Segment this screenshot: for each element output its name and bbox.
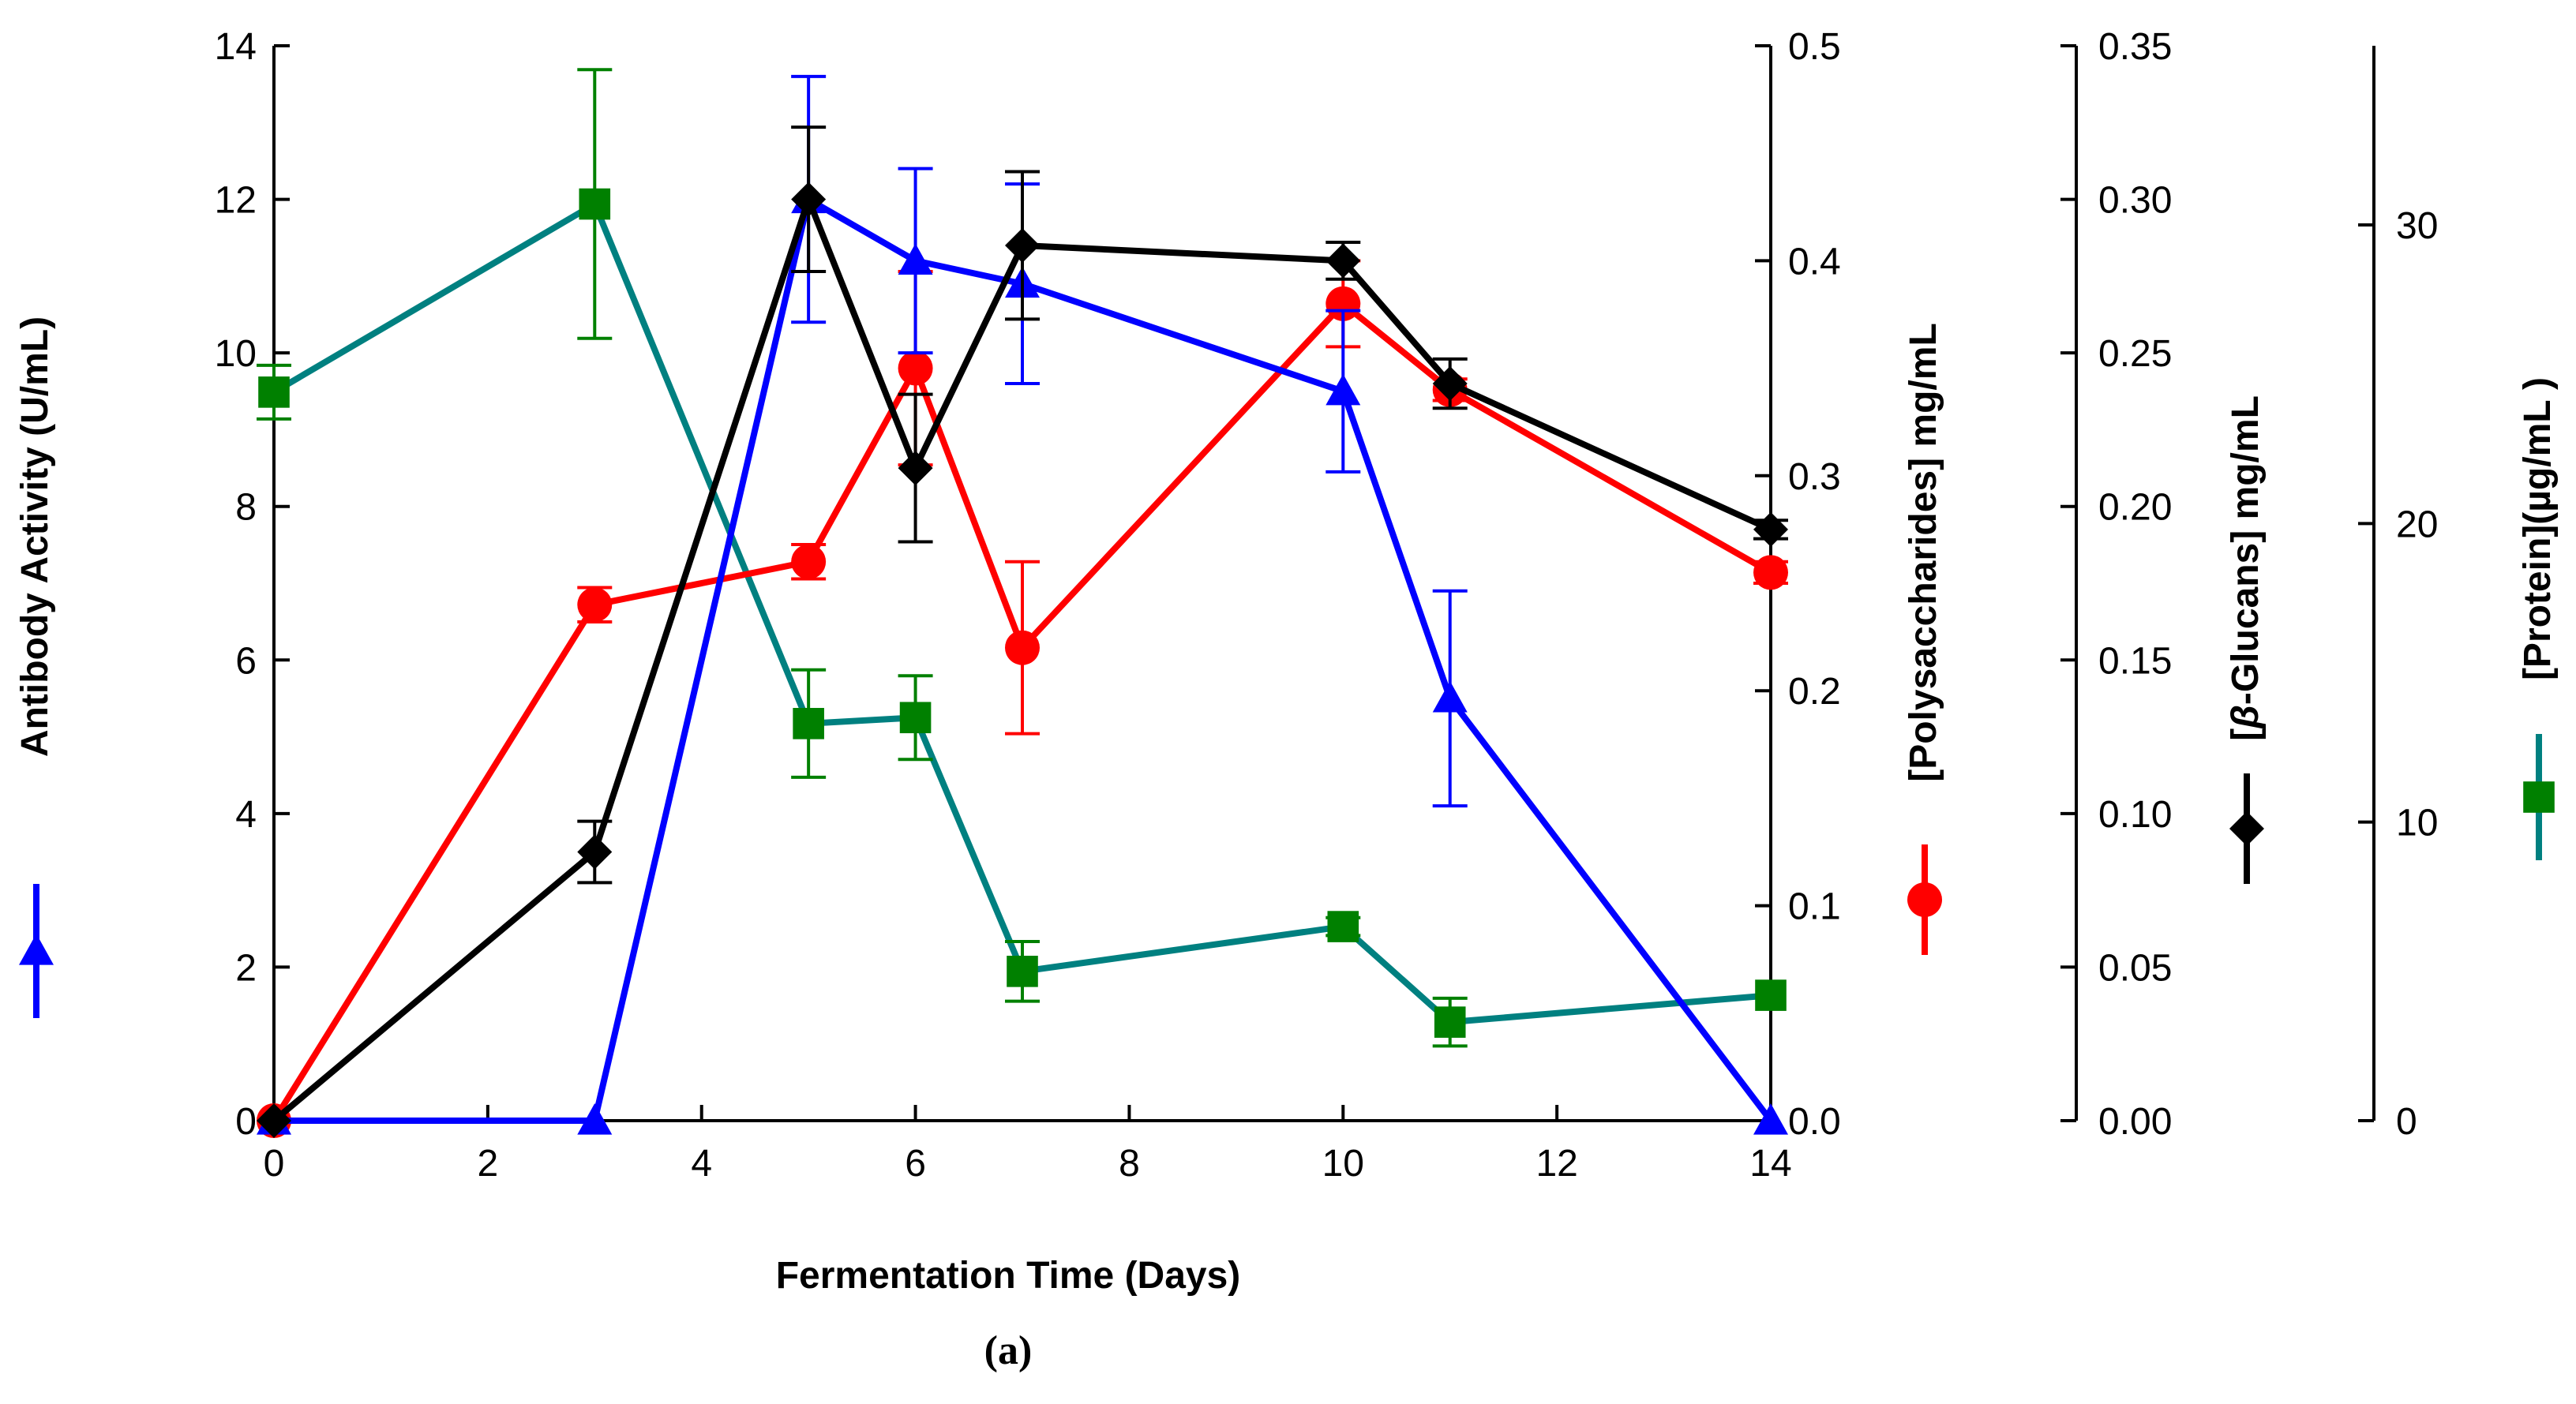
protein-axis-title: [Protein](µg/mL ): [2517, 377, 2559, 680]
glucan-tick-label: 0.00: [2098, 1101, 2172, 1143]
glucans-point: [898, 451, 933, 486]
axes-layer: 0 2 4 6 8 10 12 14024681012140.00.10.20.30.40.5…: [215, 26, 2439, 1185]
series-protein: [257, 68, 1787, 1048]
glucan-tick-label: 0.10: [2098, 794, 2172, 836]
polysaccharides-point: [898, 350, 933, 386]
x-tick-label: 10: [1322, 1143, 1364, 1185]
glucans-point: [577, 834, 613, 870]
glucans-line: [272, 196, 1772, 1124]
poly-legend-marker: [1907, 882, 1942, 917]
antibody-tick-label: 14: [215, 26, 257, 68]
x-tick-label: 2: [478, 1143, 499, 1185]
antibody-activity-point: [1325, 373, 1361, 406]
protein-tick-label: 20: [2396, 504, 2438, 545]
antibody-activity-point: [1432, 680, 1468, 713]
x-tick-label: 0: [264, 1143, 285, 1185]
glucan-axis-title-prefix: [: [2225, 728, 2267, 741]
polysaccharides-point: [791, 544, 827, 579]
series-polysaccharides: [257, 259, 1788, 1138]
antibody-tick-label: 6: [235, 640, 257, 682]
antibody-legend-marker: [19, 934, 54, 965]
glucan-tick-label: 0.20: [2098, 487, 2172, 529]
x-tick-label: 6: [905, 1143, 926, 1185]
glucan-tick-label: 0.35: [2098, 26, 2172, 68]
glucans-point: [1005, 227, 1040, 263]
poly-tick-label: 0.3: [1788, 456, 1841, 498]
x-tick-label: 14: [1749, 1143, 1791, 1185]
glucans-point: [257, 1103, 291, 1138]
x-tick-label: 4: [691, 1143, 712, 1185]
glucan-axis-title-suffix: -Glucans] mg/mL: [2225, 395, 2267, 705]
x-tick-label: 12: [1535, 1143, 1577, 1185]
labels-layer: Fermentation Time (Days) (a) Antibody Ac…: [14, 316, 2559, 1373]
protein-tick-label: 0: [2396, 1101, 2417, 1143]
protein-point: [1434, 1006, 1466, 1038]
figure-sublabel: (a): [984, 1328, 1033, 1373]
poly-tick-label: 0.2: [1788, 671, 1841, 713]
poly-axis-title: [Polysaccharides] mg/mL: [1903, 323, 1944, 782]
poly-tick-label: 0.0: [1788, 1101, 1841, 1143]
protein-point: [899, 702, 932, 734]
antibody-activity-point: [1753, 1103, 1788, 1135]
antibody-activity-point: [577, 1103, 613, 1135]
antibody-tick-label: 12: [215, 180, 257, 222]
glucan-tick-label: 0.05: [2098, 947, 2172, 989]
antibody-tick-label: 2: [235, 947, 257, 989]
protein-point: [793, 708, 824, 739]
glucans-point: [791, 182, 827, 217]
polysaccharides-point: [1325, 286, 1361, 321]
polysaccharides-point: [1005, 630, 1040, 665]
polysaccharides-point: [1753, 555, 1788, 590]
antibody-axis-title: Antibody Activity (U/mL): [14, 316, 56, 757]
poly-tick-label: 0.5: [1788, 26, 1841, 68]
glucan-axis-title: [β-Glucans] mg/mL: [2225, 395, 2267, 741]
x-tick-label: 8: [1119, 1143, 1140, 1185]
series-glucans: [257, 125, 1788, 1138]
glucan-axis-title-symbol: β: [2225, 705, 2267, 730]
protein-tick-label: 30: [2396, 205, 2438, 247]
protein-line: [272, 200, 1772, 1026]
antibody-tick-label: 0: [235, 1101, 257, 1143]
polysaccharides-line: [271, 300, 1772, 1123]
protein-point: [1007, 956, 1038, 987]
glucans-point: [1753, 511, 1788, 547]
protein-point: [258, 376, 290, 408]
protein-point: [1327, 911, 1359, 942]
protein-tick-label: 10: [2396, 803, 2438, 844]
glucan-tick-label: 0.30: [2098, 180, 2172, 222]
antibody-tick-label: 8: [235, 487, 257, 529]
series-layer: [257, 68, 1788, 1138]
polysaccharides-point: [577, 587, 613, 623]
poly-tick-label: 0.4: [1788, 241, 1841, 283]
poly-tick-label: 0.1: [1788, 886, 1841, 928]
antibody-tick-label: 10: [215, 333, 257, 375]
antibody-activity-line: [274, 196, 1774, 1124]
protein-legend-marker: [2523, 781, 2555, 813]
antibody-activity-point: [898, 243, 933, 275]
antibody-tick-label: 4: [235, 794, 257, 836]
glucan-tick-label: 0.15: [2098, 640, 2172, 682]
protein-point: [1755, 979, 1787, 1011]
glucans-point: [1432, 366, 1468, 402]
protein-point: [579, 188, 611, 220]
glucans-point: [1325, 243, 1361, 279]
x-axis-title: Fermentation Time (Days): [776, 1255, 1241, 1297]
glucan-tick-label: 0.25: [2098, 333, 2172, 375]
glucan-legend-marker: [2229, 811, 2264, 846]
